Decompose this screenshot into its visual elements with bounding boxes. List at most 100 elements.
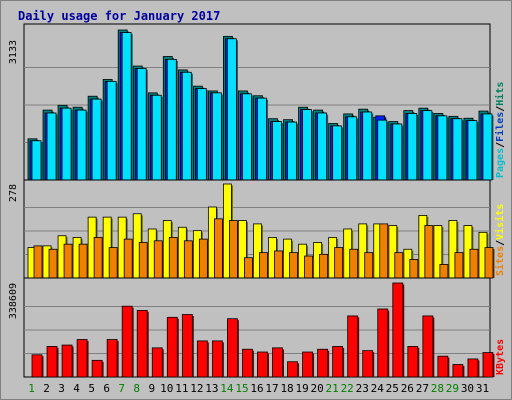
bar-kbytes-day-14 bbox=[227, 318, 238, 378]
bar-pages-day-12 bbox=[196, 88, 207, 181]
bar-kbytes-day-15 bbox=[242, 348, 253, 378]
legend-visits-sites: Sites/Visits bbox=[494, 204, 506, 276]
bar-kbytes-day-30 bbox=[467, 358, 479, 378]
legend-entry-sites: Sites bbox=[494, 246, 506, 276]
bar-kbytes-day-12 bbox=[196, 340, 208, 378]
bar-kbytes-day-9 bbox=[151, 347, 163, 378]
bar-kbytes-day-25 bbox=[392, 282, 404, 378]
x-tick-label-5: 5 bbox=[88, 382, 95, 395]
bar-sites-day-31 bbox=[484, 247, 494, 279]
bar-pages-day-29 bbox=[452, 118, 463, 181]
bar-sites-day-5 bbox=[93, 237, 103, 279]
legend-entry-hits: Hits bbox=[494, 82, 506, 106]
legend-kbytes: KBytes bbox=[495, 339, 506, 375]
bar-kbytes-day-24 bbox=[377, 308, 389, 378]
bar-kbytes-day-26 bbox=[407, 346, 419, 378]
legend-entry-kbytes: KBytes bbox=[495, 339, 506, 375]
bar-pages-day-23 bbox=[362, 111, 373, 181]
x-tick-label-27: 27 bbox=[416, 382, 429, 395]
bar-pages-day-28 bbox=[437, 115, 448, 181]
bar-sites-day-3 bbox=[63, 243, 73, 279]
bar-pages-day-26 bbox=[407, 113, 418, 181]
bar-pages-day-13 bbox=[211, 92, 222, 181]
bar-pages-day-27 bbox=[422, 110, 433, 181]
x-tick-label-11: 11 bbox=[175, 382, 188, 395]
bar-kbytes-day-17 bbox=[272, 347, 283, 378]
chart-title: Daily usage for January 2017 bbox=[18, 9, 220, 23]
x-tick-label-6: 6 bbox=[103, 382, 110, 395]
bar-kbytes-day-7 bbox=[121, 305, 133, 378]
bar-sites-day-23 bbox=[364, 252, 374, 279]
bar-pages-day-4 bbox=[76, 109, 87, 181]
bar-sites-day-7 bbox=[123, 238, 133, 279]
bar-sites-day-16 bbox=[259, 252, 268, 279]
bar-pages-day-2 bbox=[46, 112, 57, 181]
bar-sites-day-4 bbox=[78, 243, 88, 279]
bar-pages-day-24 bbox=[377, 119, 388, 181]
bar-sites-day-18 bbox=[289, 252, 298, 279]
x-tick-label-19: 19 bbox=[295, 382, 308, 395]
bar-kbytes-day-4 bbox=[76, 339, 88, 378]
bar-kbytes-day-13 bbox=[211, 340, 223, 378]
bar-sites-day-8 bbox=[138, 242, 148, 279]
x-tick-label-15: 15 bbox=[235, 382, 248, 395]
bar-sites-day-9 bbox=[153, 240, 163, 279]
legend-entry-sep: / bbox=[495, 106, 506, 112]
bar-kbytes-day-3 bbox=[61, 344, 73, 378]
bar-pages-day-31 bbox=[482, 113, 493, 181]
x-tick-label-8: 8 bbox=[133, 382, 140, 395]
legend-entry-files: Files bbox=[494, 112, 506, 142]
bar-pages-day-10 bbox=[166, 58, 177, 181]
bar-kbytes-day-27 bbox=[422, 315, 434, 378]
bar-pages-day-11 bbox=[181, 71, 192, 181]
bar-pages-day-9 bbox=[151, 94, 162, 181]
x-tick-label-29: 29 bbox=[446, 382, 459, 395]
bar-pages-day-3 bbox=[61, 107, 72, 181]
x-tick-label-23: 23 bbox=[356, 382, 369, 395]
bar-sites-day-26 bbox=[409, 259, 419, 279]
bar-kbytes-day-1 bbox=[31, 354, 43, 378]
bar-sites-day-14 bbox=[229, 220, 238, 279]
x-tick-label-17: 17 bbox=[265, 382, 278, 395]
x-tick-label-12: 12 bbox=[190, 382, 203, 395]
bar-sites-day-6 bbox=[108, 247, 118, 279]
legend-entry-visits: Visits bbox=[494, 204, 506, 240]
bar-sites-day-28 bbox=[439, 264, 449, 279]
bar-kbytes-day-8 bbox=[136, 309, 148, 378]
x-tick-label-7: 7 bbox=[118, 382, 125, 395]
bar-sites-day-22 bbox=[349, 248, 359, 279]
bar-pages-day-30 bbox=[467, 120, 478, 181]
bar-pages-day-7 bbox=[121, 32, 132, 181]
y-max-label-hits-files-pages: 3133 bbox=[8, 40, 19, 64]
bar-sites-day-17 bbox=[274, 250, 283, 279]
bar-pages-day-14 bbox=[227, 38, 237, 181]
bar-kbytes-day-16 bbox=[257, 351, 268, 378]
x-tick-label-2: 2 bbox=[43, 382, 50, 395]
legend-entry-sep: / bbox=[495, 142, 506, 148]
bar-sites-day-30 bbox=[469, 248, 479, 279]
x-tick-label-20: 20 bbox=[311, 382, 324, 395]
bar-sites-day-2 bbox=[48, 248, 58, 279]
bar-sites-day-20 bbox=[319, 253, 329, 279]
bar-sites-day-29 bbox=[454, 252, 464, 279]
bar-kbytes-day-19 bbox=[302, 351, 313, 378]
x-tick-label-13: 13 bbox=[205, 382, 218, 395]
bar-sites-day-12 bbox=[198, 238, 208, 279]
legend-entry-pages: Pages bbox=[495, 148, 506, 178]
x-tick-label-21: 21 bbox=[326, 382, 339, 395]
y-max-label-kbytes: 338609 bbox=[8, 283, 19, 319]
x-tick-label-10: 10 bbox=[160, 382, 173, 395]
legend-entry-sep: / bbox=[495, 240, 506, 246]
x-tick-label-24: 24 bbox=[371, 382, 385, 395]
x-tick-label-14: 14 bbox=[220, 382, 234, 395]
bar-sites-day-11 bbox=[183, 240, 193, 279]
bar-pages-day-15 bbox=[242, 93, 252, 181]
bar-sites-day-15 bbox=[244, 257, 253, 279]
bar-kbytes-day-29 bbox=[452, 364, 464, 378]
plot-layer: 3133Pages/Files/Hits278Sites/Visits33860… bbox=[8, 23, 506, 395]
bar-sites-day-13 bbox=[213, 218, 223, 279]
x-tick-label-3: 3 bbox=[58, 382, 65, 395]
bar-kbytes-day-18 bbox=[287, 361, 298, 378]
bar-kbytes-day-21 bbox=[332, 346, 344, 378]
y-max-label-visits-sites: 278 bbox=[8, 184, 19, 202]
